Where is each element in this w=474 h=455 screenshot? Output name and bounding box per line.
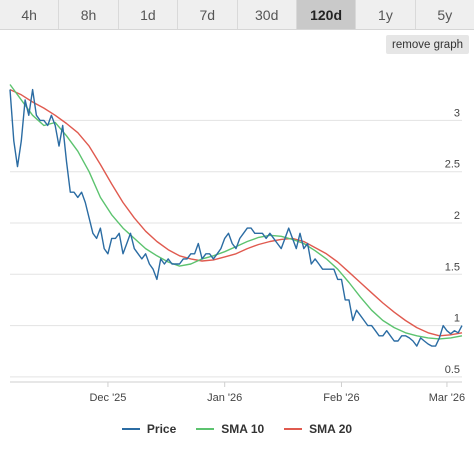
- series-line-price: [9, 88, 463, 347]
- x-tick-label: Jan '26: [207, 392, 242, 404]
- tab-8h[interactable]: 8h: [59, 0, 119, 29]
- y-tick-label: 0.5: [445, 364, 460, 376]
- x-tick-label: Feb '26: [323, 392, 359, 404]
- series-line-sma-20: [9, 88, 463, 337]
- remove-graph-button[interactable]: remove graph: [386, 35, 469, 54]
- price-chart: 0.5 1 1.5 2 2.5 3 Dec '25 Jan '26 Feb '26 Mar '26: [9, 84, 465, 404]
- time-range-tabs: 4h 8h 1d 7d 30d 120d 1y 5y: [0, 0, 474, 30]
- tab-1y[interactable]: 1y: [356, 0, 416, 29]
- tab-120d[interactable]: 120d: [296, 0, 357, 29]
- legend-item-price[interactable]: Price: [121, 422, 177, 436]
- x-tick-label: Dec '25: [89, 392, 126, 404]
- tab-30d[interactable]: 30d: [237, 0, 297, 29]
- legend-swatch-price: [121, 428, 140, 430]
- legend-item-sma-20[interactable]: SMA 20: [284, 422, 352, 436]
- tab-5y[interactable]: 5y: [415, 0, 474, 29]
- x-tick-label: Mar '26: [429, 392, 465, 404]
- legend-label-sma-10: SMA 10: [221, 422, 265, 436]
- y-tick-label: 1: [454, 313, 460, 325]
- legend-swatch-sma-10: [196, 428, 215, 430]
- chart-legend: Price SMA 10 SMA 20: [0, 420, 474, 438]
- legend-label-price: Price: [146, 422, 177, 436]
- y-tick-label: 2: [454, 210, 460, 222]
- legend-item-sma-10[interactable]: SMA 10: [196, 422, 264, 436]
- legend-swatch-sma-20: [284, 428, 303, 430]
- series-line-sma-10: [9, 84, 463, 340]
- y-tick-label: 2.5: [445, 159, 460, 171]
- y-tick-label: 1.5: [445, 261, 460, 273]
- tab-1d[interactable]: 1d: [118, 0, 179, 29]
- legend-label-sma-20: SMA 20: [309, 422, 353, 436]
- tab-7d[interactable]: 7d: [178, 0, 238, 29]
- tab-4h[interactable]: 4h: [0, 0, 60, 29]
- y-tick-label: 3: [454, 107, 460, 119]
